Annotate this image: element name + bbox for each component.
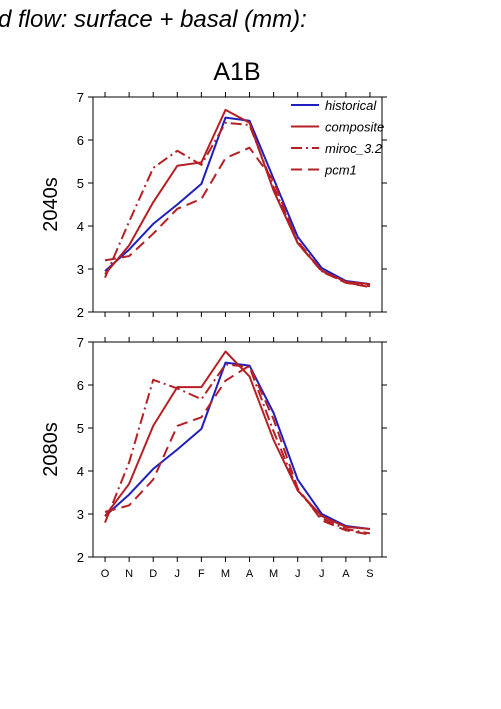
series-line-miroc-3-2	[104, 363, 371, 535]
y-tick-label: 6	[77, 133, 84, 148]
x-tick-label: J	[319, 568, 325, 580]
panel-2040s: 2 3 4 5 6 7 2040s historical composite miroc_3.2p…	[40, 90, 387, 320]
x-tick-label: J	[175, 568, 181, 580]
y-axis-label: 2080s	[40, 422, 62, 477]
series-line-miroc-3-2	[104, 121, 371, 288]
series-line-composite	[104, 350, 371, 530]
y-axis-label: 2040s	[40, 177, 62, 232]
legend-label-composite: composite	[325, 120, 384, 135]
x-tick-label: J	[295, 568, 301, 580]
y-tick-label: 4	[77, 464, 84, 479]
x-tick-label: A	[246, 568, 254, 580]
y-tick-label: 7	[77, 335, 84, 350]
x-tick-label: N	[125, 568, 133, 580]
plot-frame	[92, 341, 383, 558]
series-line-composite	[104, 108, 371, 286]
y-tick-label: 2	[77, 305, 84, 320]
x-tick-label: M	[221, 568, 230, 580]
series-line-historical	[104, 116, 371, 286]
x-tick-label: O	[101, 568, 110, 580]
x-tick-label: M	[269, 568, 278, 580]
x-tick-label: D	[149, 568, 157, 580]
x-tick-label: A	[342, 568, 350, 580]
scenario-title: A1B	[213, 58, 260, 86]
y-tick-label: 3	[77, 262, 84, 277]
plot-frame	[92, 96, 383, 313]
y-tick-label: 5	[77, 421, 84, 436]
series-line-pcm1	[104, 146, 371, 289]
legend-label-pcm1: pcm1	[324, 163, 357, 178]
y-tick-label: 3	[77, 507, 84, 522]
series-line-pcm1	[104, 364, 371, 536]
legend-label-miroc-3-2: miroc_3.2	[325, 141, 383, 156]
figure-header: d flow: surface + basal (mm):	[0, 6, 307, 33]
y-tick-label: 2	[77, 550, 84, 565]
y-tick-label: 5	[77, 176, 84, 191]
legend-label-historical: historical	[325, 98, 377, 113]
y-tick-label: 7	[77, 90, 84, 105]
x-tick-label: S	[366, 568, 373, 580]
y-tick-label: 4	[77, 219, 84, 234]
x-tick-label: F	[198, 568, 205, 580]
panel-2080s: 2 3 4 5 6 7 O N D J F M A M J J A S 2080s	[40, 335, 387, 580]
y-tick-label: 6	[77, 378, 84, 393]
